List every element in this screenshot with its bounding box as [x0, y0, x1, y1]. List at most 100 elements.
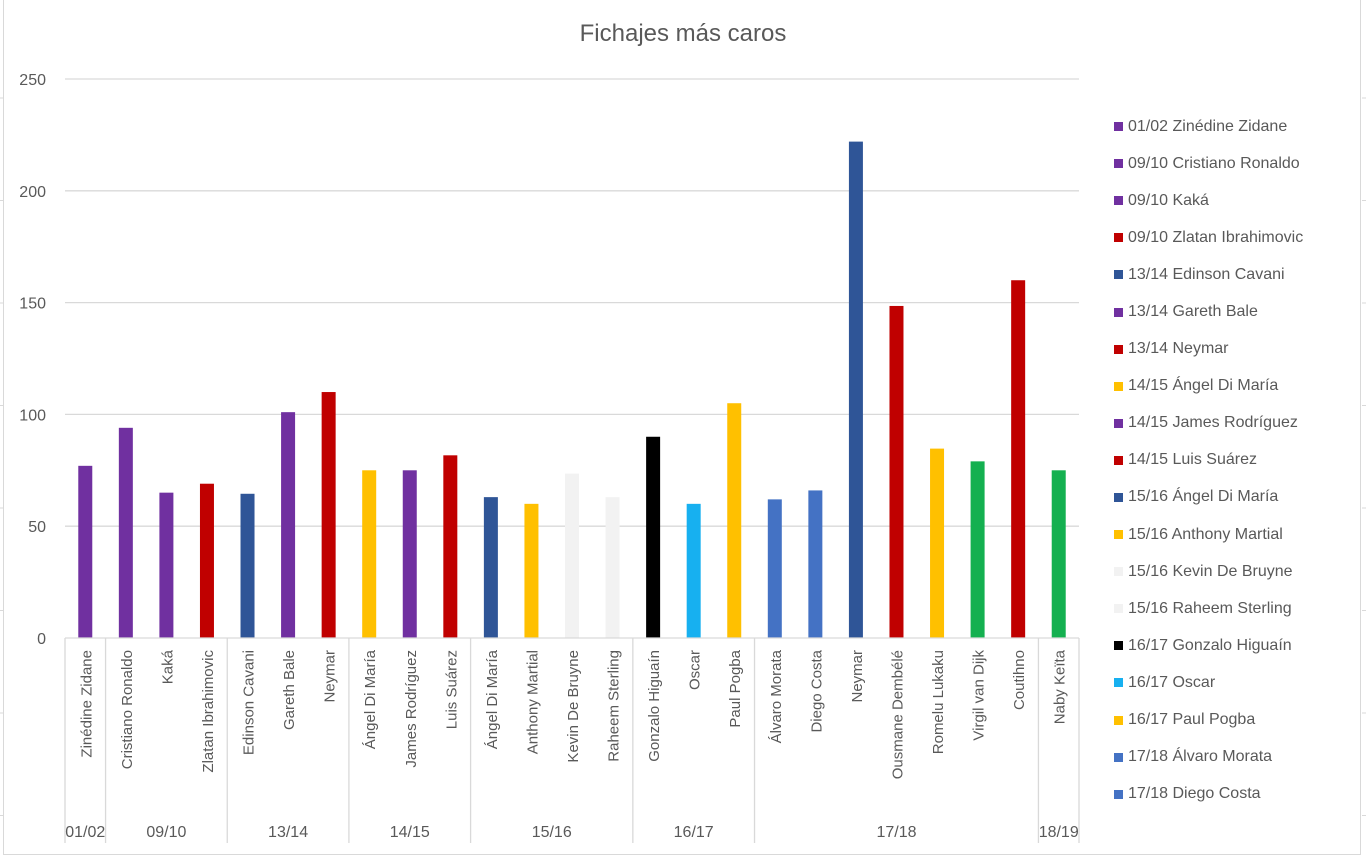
x-tick-label: Zinédine Zidane [78, 650, 95, 758]
legend-item: 16/17 Oscar [1114, 664, 1303, 701]
bar[interactable] [402, 470, 417, 638]
bar[interactable] [808, 490, 823, 638]
bar[interactable] [686, 503, 701, 638]
chart-area[interactable] [3, 0, 1361, 855]
legend-label: 16/17 Oscar [1128, 673, 1216, 691]
x-tick-label: Raheem Sterling [606, 650, 623, 762]
x-tick-label: Ousmane Dembélé [889, 650, 906, 779]
x-tick-label: Luis Suárez [443, 650, 460, 729]
group-label: 14/15 [390, 824, 430, 841]
bar[interactable] [970, 461, 985, 638]
legend-label: 13/14 Neymar [1128, 340, 1229, 358]
legend-item: 15/16 Anthony Martial [1114, 516, 1303, 553]
group-label: 09/10 [146, 824, 186, 841]
bar[interactable] [524, 503, 539, 638]
group-label: 15/16 [532, 824, 572, 841]
x-tick-label: Ángel Di María [362, 649, 379, 749]
legend-label: 16/17 Gonzalo Higuaín [1128, 636, 1292, 654]
bar[interactable] [362, 470, 377, 638]
legend-swatch-icon [1114, 789, 1123, 799]
bar[interactable] [727, 403, 742, 638]
legend-item: 15/16 Kevin De Bruyne [1114, 553, 1303, 590]
group-label: 13/14 [268, 824, 308, 841]
x-tick-label: Neymar [849, 650, 866, 703]
legend-item: 13/14 Neymar [1114, 331, 1303, 368]
legend-label: 09/10 Zlatan Ibrahimovic [1128, 228, 1304, 246]
legend-swatch-icon [1114, 122, 1123, 132]
bar[interactable] [889, 305, 904, 638]
x-tick-label: Zlatan Ibrahimovic [200, 650, 217, 773]
chart-legend: 01/02 Zinédine Zidane 09/10 Cristiano Ron… [1114, 108, 1303, 813]
legend-item: 14/15 Ángel Di María [1114, 368, 1303, 405]
group-label: 17/18 [876, 824, 916, 841]
legend-swatch-icon [1114, 233, 1123, 243]
legend-label: 15/16 Anthony Martial [1128, 525, 1283, 543]
legend-swatch-icon [1114, 455, 1123, 465]
y-tick-label: 0 [37, 631, 46, 648]
y-tick-label: 100 [19, 407, 46, 424]
legend-item: 01/02 Zinédine Zidane [1114, 108, 1303, 145]
bar[interactable] [118, 427, 133, 638]
legend-item: 13/14 Gareth Bale [1114, 293, 1303, 330]
legend-swatch-icon [1114, 344, 1123, 354]
bar[interactable] [848, 141, 863, 638]
bar[interactable] [483, 497, 498, 638]
legend-item: 09/10 Zlatan Ibrahimovic [1114, 219, 1303, 256]
bar[interactable] [605, 497, 620, 638]
bar[interactable] [565, 473, 579, 638]
legend-item: 17/18 Álvaro Morata [1114, 739, 1303, 776]
x-tick-label: Naby Keïta [1052, 649, 1069, 724]
x-tick-label: Anthony Martial [524, 650, 541, 754]
legend-label: 15/16 Ángel Di María [1128, 488, 1279, 506]
y-tick-label: 150 [19, 296, 46, 313]
y-tick-label: 200 [19, 184, 46, 201]
bar[interactable] [646, 436, 661, 638]
legend-label: 15/16 Raheem Sterling [1128, 599, 1292, 617]
x-tick-label: Kaká [159, 649, 176, 684]
x-tick-label: Cristiano Ronaldo [119, 650, 136, 769]
legend-item: 14/15 Luis Suárez [1114, 442, 1303, 479]
legend-swatch-icon [1114, 492, 1123, 502]
x-tick-label: Gonzalo Higuaín [646, 650, 663, 762]
x-tick-label: Gareth Bale [281, 650, 298, 730]
bar[interactable] [240, 493, 255, 638]
legend-swatch-icon [1114, 270, 1123, 280]
x-tick-label: Edinson Cavani [241, 650, 258, 755]
legend-label: 13/14 Gareth Bale [1128, 303, 1258, 321]
legend-item: 15/16 Raheem Sterling [1114, 590, 1303, 627]
legend-swatch-icon [1114, 530, 1123, 540]
bar[interactable] [281, 412, 296, 638]
x-tick-label: Neymar [322, 650, 339, 703]
legend-label: 17/18 Diego Costa [1128, 785, 1261, 803]
bar[interactable] [159, 492, 174, 638]
y-tick-label: 250 [19, 72, 46, 89]
bar[interactable] [78, 465, 93, 638]
legend-swatch-icon [1114, 604, 1123, 614]
x-tick-label: Oscar [687, 650, 704, 690]
legend-label: 16/17 Paul Pogba [1128, 711, 1256, 729]
legend-label: 01/02 Zinédine Zidane [1128, 117, 1288, 135]
x-tick-label: Virgil van Dijk [971, 650, 988, 741]
legend-swatch-icon [1114, 567, 1123, 577]
legend-swatch-icon [1114, 678, 1123, 688]
x-tick-label: Diego Costa [808, 649, 825, 732]
bar[interactable] [1011, 280, 1026, 638]
bar[interactable] [321, 392, 336, 638]
legend-swatch-icon [1114, 159, 1123, 169]
legend-item: 17/18 Diego Costa [1114, 776, 1303, 813]
legend-item: 09/10 Cristiano Ronaldo [1114, 145, 1303, 182]
bar[interactable] [199, 483, 214, 638]
bar[interactable] [930, 448, 945, 638]
bar[interactable] [443, 455, 458, 638]
group-label: 16/17 [674, 824, 714, 841]
legend-label: 17/18 Álvaro Morata [1128, 748, 1273, 766]
legend-label: 13/14 Edinson Cavani [1128, 265, 1285, 283]
x-tick-label: Ángel Di María [484, 649, 501, 749]
legend-item: 14/15 James Rodríguez [1114, 405, 1303, 442]
bar[interactable] [767, 499, 782, 638]
legend-swatch-icon [1114, 641, 1123, 651]
bar[interactable] [1051, 470, 1066, 638]
chart-title: Fichajes más caros [579, 20, 787, 47]
legend-item: 16/17 Paul Pogba [1114, 702, 1303, 739]
